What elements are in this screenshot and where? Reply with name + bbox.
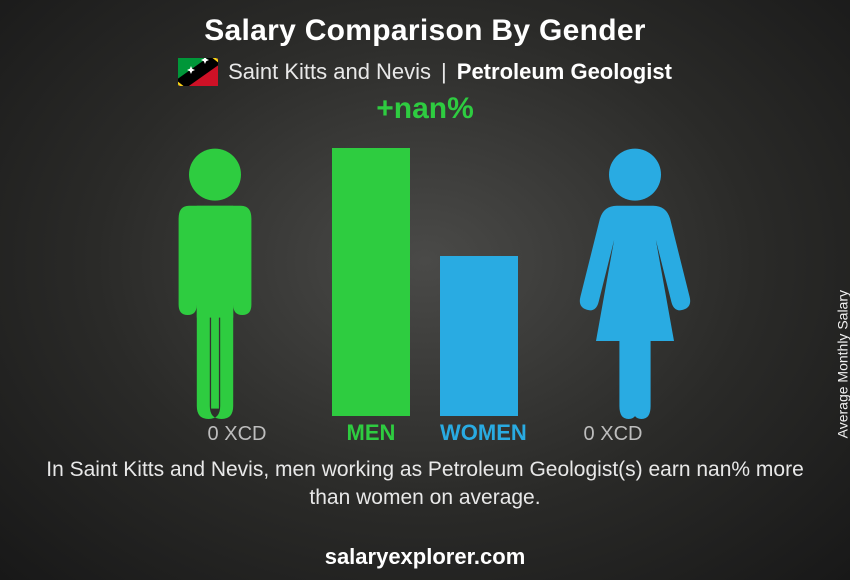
chart-area: +nan% 0 XCD: [0, 92, 850, 452]
women-salary-label: 0 XCD: [548, 423, 678, 446]
job-label: Petroleum Geologist: [457, 59, 672, 85]
men-icon: [150, 146, 280, 416]
country-label: Saint Kitts and Nevis: [228, 59, 431, 85]
bar-men: [332, 148, 410, 416]
separator: |: [441, 59, 447, 85]
percentage-label: +nan%: [376, 92, 474, 126]
bottom-labels: 0 XCD MEN WOMEN 0 XCD: [0, 420, 850, 446]
bars-container: [332, 148, 518, 416]
flag-icon: [178, 58, 218, 86]
men-gender-label: MEN: [332, 420, 410, 446]
bar-women: [440, 256, 518, 416]
women-gender-label: WOMEN: [440, 420, 518, 446]
y-axis-label: Average Monthly Salary: [834, 290, 850, 438]
caption-text: In Saint Kitts and Nevis, men working as…: [0, 456, 850, 513]
page-title: Salary Comparison By Gender: [0, 0, 850, 48]
subtitle-row: Saint Kitts and Nevis | Petroleum Geolog…: [0, 58, 850, 86]
footer-link[interactable]: salaryexplorer.com: [0, 544, 850, 570]
men-salary-label: 0 XCD: [172, 423, 302, 446]
women-icon: [570, 146, 700, 416]
content-wrapper: Salary Comparison By Gender Saint Kitts …: [0, 0, 850, 580]
